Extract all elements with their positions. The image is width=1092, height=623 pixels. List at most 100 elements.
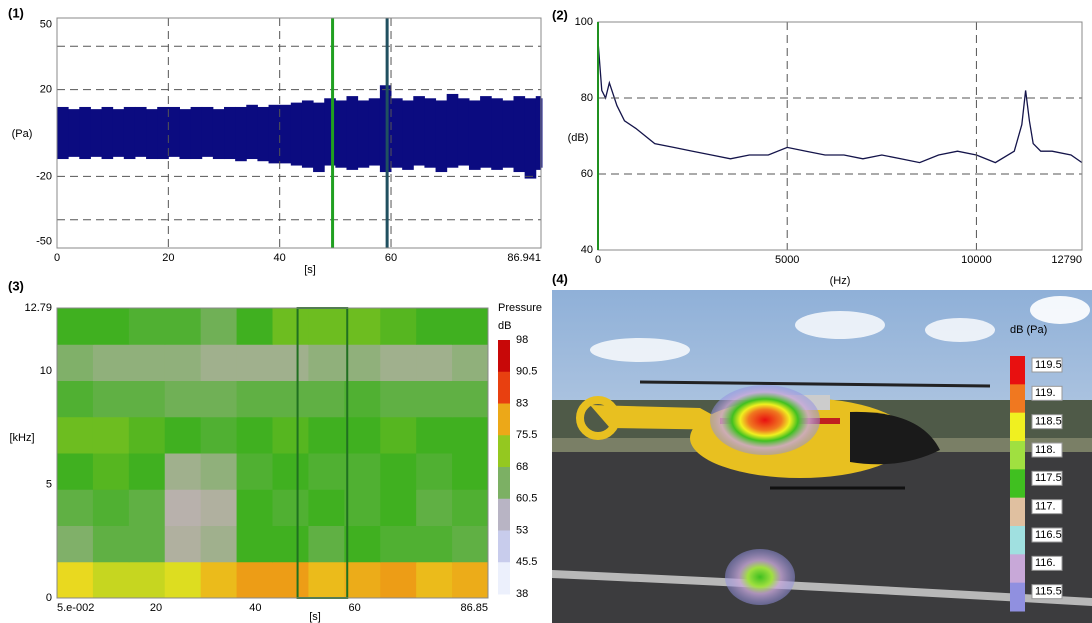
plot-frame	[56, 307, 489, 599]
heat-cell	[200, 344, 238, 381]
heat-cell	[236, 308, 273, 345]
signal-band	[301, 100, 314, 168]
colorbar-label: 38	[516, 588, 528, 600]
colorbar-label-box	[1031, 470, 1063, 486]
x-tick-label: 20	[150, 602, 162, 614]
heat-cell	[344, 489, 381, 526]
heat-cell	[92, 525, 130, 563]
heat-cell	[308, 525, 345, 563]
heat-cell	[380, 489, 417, 526]
signal-band	[235, 106, 247, 162]
colorbar-segment	[498, 371, 510, 404]
colorbar-label: 117.	[1035, 501, 1056, 513]
heat-cell	[344, 561, 381, 599]
colorbar-segment	[1010, 582, 1025, 612]
colorbar-label: 75.5	[516, 429, 537, 441]
colorbar-label: 98	[516, 334, 528, 346]
heat-cell	[236, 453, 273, 490]
y-tick-label: 60	[581, 168, 593, 180]
heat-cell	[92, 489, 130, 526]
heat-cell	[57, 380, 94, 418]
heat-cell	[128, 453, 166, 490]
colorbar-label: 118.5	[1035, 416, 1062, 428]
heat-cell	[416, 380, 453, 418]
heat-cell	[236, 561, 273, 599]
heat-cell	[92, 416, 130, 454]
heat-cell	[380, 380, 417, 418]
y-axis-label: (dB)	[568, 132, 589, 144]
heat-cell	[452, 561, 489, 599]
colorbar-segment	[1010, 497, 1025, 527]
y-tick-label: -20	[36, 170, 52, 182]
heat-cell	[308, 561, 345, 599]
signal-band	[524, 98, 537, 179]
heat-cell	[308, 489, 345, 526]
signal-band	[101, 106, 114, 160]
colorbar-label: 115.5	[1035, 586, 1062, 598]
heat-cell	[272, 380, 309, 418]
colorbar-segment	[498, 562, 510, 595]
heat-cell	[57, 525, 94, 563]
signal-band	[335, 100, 347, 168]
heat-cell	[128, 308, 166, 345]
heat-cell	[128, 489, 166, 526]
colorbar-label-box	[1031, 555, 1063, 571]
colorbar-segment	[1010, 526, 1025, 555]
signal-band	[535, 96, 542, 170]
plot-background	[598, 22, 1082, 250]
signal-band	[168, 106, 180, 157]
heat-cell	[380, 308, 417, 345]
y-axis-label: (Pa)	[12, 128, 33, 140]
spectrum-line	[597, 40, 1083, 164]
y-tick-label: 80	[581, 92, 593, 104]
signal-band	[402, 100, 414, 170]
heat-cell	[416, 561, 453, 599]
colorbar-segment	[1010, 384, 1025, 414]
signal-band	[413, 96, 425, 166]
heat-cell	[128, 344, 166, 381]
photo	[552, 290, 1092, 623]
heat-cell	[128, 416, 166, 454]
heat-cell	[272, 416, 309, 454]
y-tick-label: 50	[40, 18, 52, 30]
heat-cell	[308, 308, 345, 345]
colorbar-label-box	[1031, 385, 1063, 401]
colorbar-segment	[1010, 469, 1025, 499]
signal-band	[201, 106, 214, 157]
signal-band	[468, 100, 481, 170]
colorbar-title: dB (Pa)	[1010, 324, 1047, 336]
signal-band	[279, 104, 292, 164]
y-tick-label: 20	[40, 84, 52, 96]
y-tick-label: 100	[575, 16, 593, 28]
x-tick-label: 5.e-002	[57, 602, 94, 614]
colorbar-label-box	[1031, 442, 1063, 458]
signal-band	[346, 96, 359, 170]
colorbar-segment	[1010, 441, 1025, 470]
signal-band	[424, 98, 437, 168]
colorbar-label: 117.5	[1035, 472, 1062, 484]
heat-cell	[416, 344, 453, 381]
heat-cell	[57, 344, 94, 381]
heat-cell	[92, 453, 130, 490]
colorbar-segment	[498, 530, 510, 563]
colorbar-label: 60.5	[516, 493, 537, 505]
signal-band	[446, 93, 459, 168]
signal-band	[79, 106, 91, 160]
heat-cell	[200, 453, 238, 490]
signal-band	[513, 96, 526, 173]
signal-band	[502, 100, 514, 168]
heat-cell	[344, 308, 381, 345]
heat-cell	[164, 416, 202, 454]
heat-cell	[344, 380, 381, 418]
colorbar-segment	[1010, 356, 1025, 385]
colorbar-label: 118.	[1035, 444, 1056, 456]
x-tick-label: 40	[249, 602, 261, 614]
y-tick-label: -50	[36, 235, 52, 247]
heat-cell	[164, 308, 202, 345]
heat-cell	[92, 308, 130, 345]
heat-cell	[416, 416, 453, 454]
heat-cell	[452, 308, 489, 345]
heat-cell	[200, 489, 238, 526]
x-axis-label: [s]	[309, 611, 321, 623]
heat-cell	[380, 416, 417, 454]
